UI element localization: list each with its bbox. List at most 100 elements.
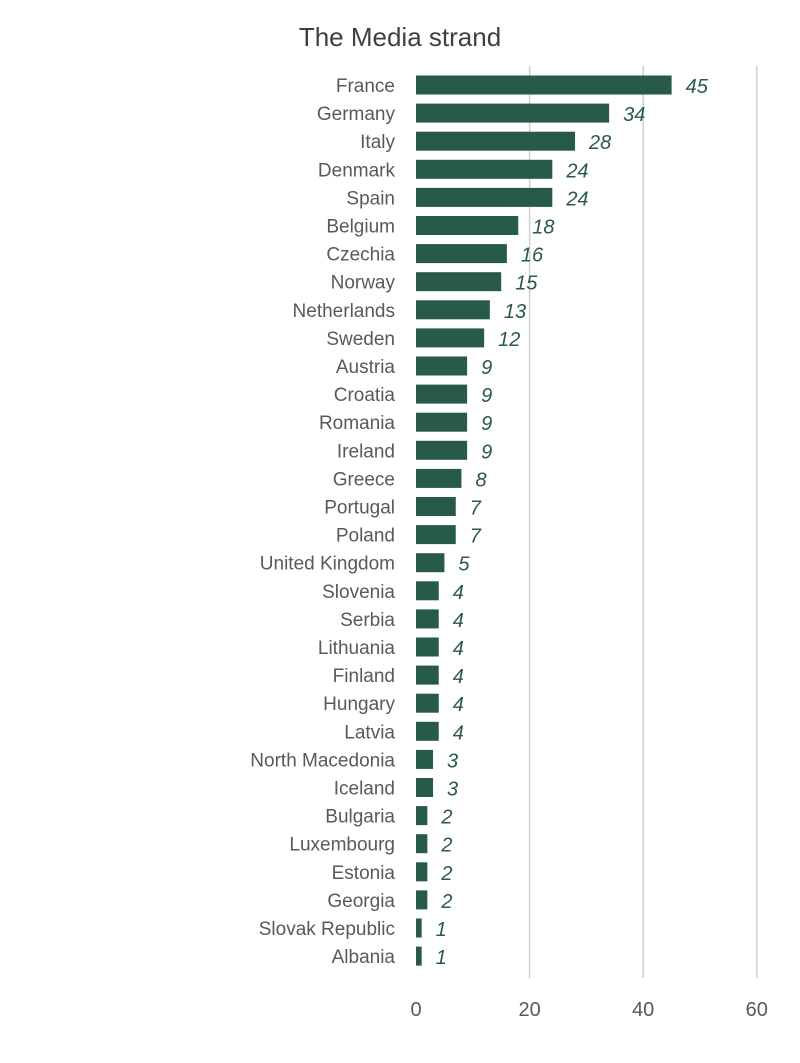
category-label: Denmark — [318, 160, 396, 181]
chart-title: The Media strand — [299, 22, 501, 52]
value-label: 4 — [453, 638, 464, 660]
value-label: 9 — [481, 441, 492, 463]
bar — [416, 778, 434, 797]
category-label: Czechia — [326, 245, 395, 266]
category-label: Serbia — [340, 610, 395, 631]
value-label: 3 — [447, 779, 458, 801]
value-label: 8 — [475, 469, 486, 491]
value-label: 12 — [498, 329, 520, 351]
bar — [416, 609, 439, 629]
bar — [416, 300, 490, 320]
bar — [416, 497, 456, 516]
value-label: 2 — [440, 807, 452, 829]
value-label: 16 — [521, 245, 544, 267]
value-label: 28 — [588, 132, 611, 154]
bar — [416, 834, 428, 854]
category-label: France — [336, 76, 395, 97]
bar — [416, 384, 468, 404]
category-label: Iceland — [334, 779, 395, 800]
value-label: 4 — [453, 582, 464, 604]
value-label: 45 — [686, 76, 709, 98]
gridlines — [528, 66, 758, 978]
value-label: 7 — [470, 526, 482, 548]
category-label: Norway — [331, 273, 396, 294]
value-label: 18 — [532, 217, 554, 239]
bar — [416, 581, 439, 601]
value-label: 4 — [453, 722, 464, 744]
category-label: Slovak Republic — [259, 919, 395, 940]
x-tick-label: 20 — [518, 999, 540, 1021]
category-label: Georgia — [327, 891, 395, 912]
bar — [416, 721, 439, 741]
bar — [416, 216, 519, 235]
category-label: Portugal — [324, 498, 395, 519]
category-label: Netherlands — [293, 301, 395, 322]
value-label: 2 — [440, 863, 452, 885]
bar — [416, 159, 553, 179]
category-label: Belgium — [326, 217, 395, 238]
bar — [416, 806, 428, 826]
value-label: 15 — [515, 273, 538, 295]
category-label: Hungary — [323, 694, 395, 715]
bar — [416, 412, 468, 432]
category-label: Bulgaria — [325, 807, 395, 828]
bar — [416, 131, 576, 151]
category-label: Spain — [346, 188, 395, 209]
bar — [416, 525, 456, 545]
bar — [416, 356, 468, 376]
bar — [416, 187, 553, 207]
value-label: 2 — [440, 835, 452, 857]
bar — [416, 75, 672, 95]
value-label: 4 — [453, 666, 464, 688]
category-label: United Kingdom — [260, 554, 395, 575]
value-label: 5 — [458, 554, 470, 576]
value-label: 24 — [565, 188, 588, 210]
bar — [416, 553, 445, 573]
bar — [416, 890, 428, 910]
x-axis-ticks: 0 20 40 60 — [410, 999, 767, 1021]
x-tick-label: 40 — [632, 999, 654, 1021]
value-label: 4 — [453, 694, 464, 716]
category-label: Ireland — [337, 441, 395, 462]
x-tick-label: 0 — [410, 999, 421, 1021]
value-label: 2 — [440, 891, 452, 913]
category-label: Poland — [336, 526, 395, 547]
category-label: Germany — [317, 104, 396, 125]
bar — [416, 244, 507, 264]
category-labels: France Germany Italy Denmark Spain Belgium Cze… — [250, 76, 395, 968]
category-label: North Macedonia — [250, 750, 395, 771]
bar — [416, 918, 422, 938]
value-label: 13 — [504, 301, 526, 323]
category-label: Finland — [333, 666, 395, 687]
category-label: Lithuania — [318, 638, 396, 659]
value-label: 9 — [481, 385, 492, 407]
bar — [416, 862, 428, 882]
bar — [416, 468, 462, 488]
bar — [416, 693, 439, 713]
value-label: 9 — [481, 413, 492, 435]
bar — [416, 272, 502, 292]
bar — [416, 103, 610, 123]
category-label: Romania — [319, 413, 395, 434]
bar — [416, 946, 422, 966]
category-label: Luxembourg — [289, 835, 395, 856]
category-label: Estonia — [332, 863, 396, 884]
x-tick-label: 60 — [746, 999, 768, 1021]
category-label: Slovenia — [322, 582, 395, 603]
bar — [416, 637, 439, 657]
value-label: 34 — [623, 104, 645, 126]
bar — [416, 749, 434, 769]
category-label: Latvia — [344, 722, 395, 743]
category-label: Albania — [332, 947, 396, 968]
value-label: 3 — [447, 750, 458, 772]
bars — [416, 75, 672, 966]
category-label: Greece — [333, 469, 395, 490]
bar — [416, 328, 485, 348]
value-labels: 4534282424181615131299998775444444332222… — [436, 76, 709, 969]
value-label: 1 — [436, 947, 447, 969]
bar — [416, 665, 439, 685]
value-label: 9 — [481, 357, 492, 379]
value-label: 7 — [470, 498, 482, 520]
